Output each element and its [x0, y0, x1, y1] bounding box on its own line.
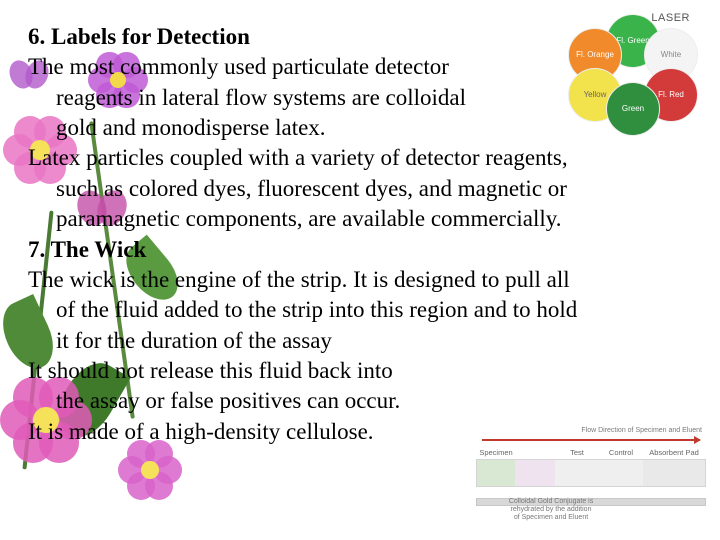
para-1-line-3: gold and monodisperse latex. — [28, 113, 486, 143]
strip-segment: Absorbent Pad — [643, 460, 705, 486]
flower-petal — [154, 456, 182, 484]
slide-text: 6. Labels for Detection The most commonl… — [28, 22, 692, 447]
heading-7: 7. The Wick — [28, 235, 692, 265]
strip-body: Specimen TestControlAbsorbent Pad — [476, 459, 706, 487]
strip-segment: Test — [555, 460, 600, 486]
para-1-line-1: The most commonly used particulate detec… — [28, 52, 458, 82]
para-2-line-3: paramagnetic components, are available c… — [28, 204, 692, 234]
para-4-line-1: It should not release this fluid back in… — [28, 356, 432, 386]
slide: LASER Fl. GreenWhiteFl. OrangeFl. RedYel… — [0, 0, 720, 540]
flower-petal — [118, 456, 146, 484]
para-2-line-1: Latex particles coupled with a variety o… — [28, 143, 692, 173]
flower-petal — [145, 472, 173, 500]
flower-center — [141, 461, 159, 479]
para-1-line-2: reagents in lateral flow systems are col… — [28, 83, 486, 113]
strip-segment-label: Test — [555, 448, 599, 457]
strip-segment: Specimen — [477, 460, 516, 486]
strip-segment-label: Control — [599, 448, 643, 457]
flower-petal — [127, 472, 155, 500]
strip-caption-l1: Colloidal Gold Conjugate is — [509, 498, 593, 505]
strip-segment-label: Specimen — [477, 448, 515, 457]
strip-caption: Colloidal Gold Conjugate is rehydrated b… — [506, 498, 596, 522]
heading-6: 6. Labels for Detection — [28, 22, 692, 52]
para-3-line-3: it for the duration of the assay — [28, 326, 692, 356]
para-2-line-2: such as colored dyes, fluorescent dyes, … — [28, 174, 692, 204]
strip-segment: Control — [599, 460, 644, 486]
para-3-line-1: The wick is the engine of the strip. It … — [28, 265, 692, 295]
para-4-line-2: the assay or false positives can occur. — [28, 386, 460, 416]
para-5: It is made of a high-density cellulose. — [28, 417, 432, 447]
strip-segment — [515, 460, 556, 486]
strip-caption-l3: of Specimen and Eluent — [514, 514, 588, 521]
strip-segment-label: Absorbent Pad — [643, 448, 705, 457]
strip-caption-l2: rehydrated by the addition — [511, 506, 592, 513]
para-3-line-2: of the fluid added to the strip into thi… — [28, 295, 692, 325]
